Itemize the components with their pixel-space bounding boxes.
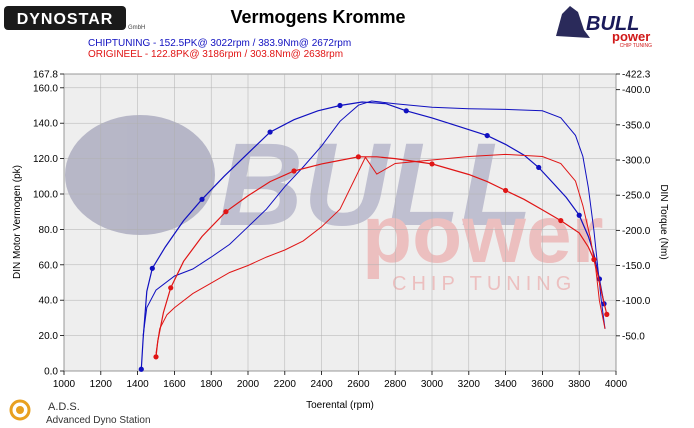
ads-swirl-icon	[9, 399, 31, 421]
y2-tick-label: -150.0	[622, 261, 651, 272]
x-tick-label: 3400	[494, 379, 517, 390]
x-tick-label: 2400	[310, 379, 333, 390]
x-tick-label: 2000	[237, 379, 260, 390]
chart-title: Vermogens Kromme	[230, 7, 405, 27]
y-tick-label: 167.8	[33, 70, 58, 81]
y2-tick-label: -300.0	[622, 156, 651, 167]
data-point-origineel	[153, 354, 159, 360]
x-tick-label: 2800	[384, 379, 407, 390]
y-tick-label: 80.0	[39, 225, 59, 236]
data-point-origineel	[291, 168, 297, 174]
data-point-origineel	[503, 187, 509, 194]
bullpower-logo: BULL power CHIP TUNING	[556, 6, 652, 49]
dynostar-logo-suffix: GmbH	[128, 25, 145, 31]
y2-tick-label: -350.0	[622, 120, 651, 131]
bull-head-icon	[556, 6, 590, 38]
dynostar-logo: DYNOSTAR GmbH	[4, 6, 145, 31]
data-point-origineel	[429, 161, 435, 167]
y-axis-title: DIN Motor Vermogen (pk)	[12, 165, 23, 279]
data-point-origineel	[558, 217, 564, 224]
data-point-origineel	[604, 311, 610, 317]
data-point-chiptuning	[337, 102, 343, 109]
series-layer	[138, 100, 610, 372]
data-point-chiptuning	[576, 212, 582, 218]
y-tick-label: 0.0	[44, 367, 58, 378]
y-tick-label: 160.0	[33, 83, 58, 94]
x-axis-title: Toerental (rpm)	[306, 400, 374, 411]
x-tick-label: 1400	[126, 379, 149, 390]
watermark-sub: power	[362, 189, 603, 280]
legend-origineel: ORIGINEEL - 122.8PK@ 3186rpm / 303.8Nm@ …	[88, 49, 343, 60]
bullpower-logo-main: BULL	[586, 13, 639, 35]
data-point-chiptuning	[199, 196, 205, 202]
x-tick-label: 2200	[274, 379, 297, 390]
data-point-origineel	[223, 209, 229, 215]
x-tick-label: 1000	[53, 379, 76, 390]
ads-title: A.D.S.	[48, 401, 80, 413]
x-tick-label: 1200	[90, 379, 113, 390]
watermark-tag: CHIP TUNING	[392, 273, 576, 295]
series-line-origineel-power	[155, 156, 608, 357]
legend: CHIPTUNING - 152.5PK@ 3022rpm / 383.9Nm@…	[88, 38, 351, 60]
x-tick-label: 3000	[421, 379, 444, 390]
series-line-origineel-torque	[155, 153, 606, 354]
data-point-chiptuning	[536, 164, 542, 171]
axes: 1000 1200 1400 1600 1800 2000 2200 2400 2600 2800…	[33, 70, 651, 391]
y2-tick-label: -50.0	[622, 331, 645, 342]
watermark-main: BULL	[218, 119, 533, 251]
ads-subtitle: Advanced Dyno Station	[46, 415, 151, 426]
data-point-chiptuning	[484, 132, 490, 139]
series-line-chiptuning-power	[140, 101, 605, 370]
y-tick-label: 140.0	[33, 119, 58, 130]
legend-chiptuning: CHIPTUNING - 152.5PK@ 3022rpm / 383.9Nm@…	[88, 38, 351, 49]
x-tick-label: 3600	[531, 379, 554, 390]
x-tick-label: 3800	[568, 379, 591, 390]
x-tick-label: 3200	[458, 379, 481, 390]
data-point-chiptuning	[403, 108, 409, 114]
ads-logo: A.D.S. Advanced Dyno Station	[9, 399, 151, 426]
y-tick-label: 100.0	[33, 190, 58, 201]
y-tick-label: 60.0	[39, 260, 59, 271]
y-tick-label: 20.0	[39, 331, 59, 342]
watermark: BULL power CHIP TUNING	[65, 115, 603, 295]
x-tick-label: 1600	[163, 379, 186, 390]
bullpower-logo-sub: power	[612, 29, 650, 44]
y-tick-label: 40.0	[39, 296, 59, 307]
y2-tick-label: -100.0	[622, 296, 651, 307]
dynostar-logo-text: DYNOSTAR	[17, 11, 114, 28]
grid	[64, 74, 616, 371]
y2-axis-title: DIN Torque (Nm)	[658, 184, 669, 259]
y2-tick-label: -200.0	[622, 226, 651, 237]
series-line-chiptuning-torque	[142, 100, 606, 336]
data-point-origineel	[168, 285, 174, 291]
bullpower-logo-tag: CHIP TUNING	[620, 43, 652, 49]
watermark-bull-icon	[65, 115, 215, 235]
data-point-chiptuning	[138, 366, 144, 372]
y2-tick-label: -400.0	[622, 85, 651, 96]
data-point-chiptuning	[149, 265, 155, 271]
y2-tick-label: -250.0	[622, 191, 651, 202]
x-tick-label: 4000	[605, 379, 628, 390]
data-point-chiptuning	[267, 129, 273, 135]
data-point-origineel	[355, 154, 361, 160]
x-tick-label: 1800	[200, 379, 223, 390]
y2-tick-label: -422.3	[622, 70, 651, 81]
x-tick-label: 2600	[347, 379, 370, 390]
y-tick-label: 120.0	[33, 154, 58, 165]
